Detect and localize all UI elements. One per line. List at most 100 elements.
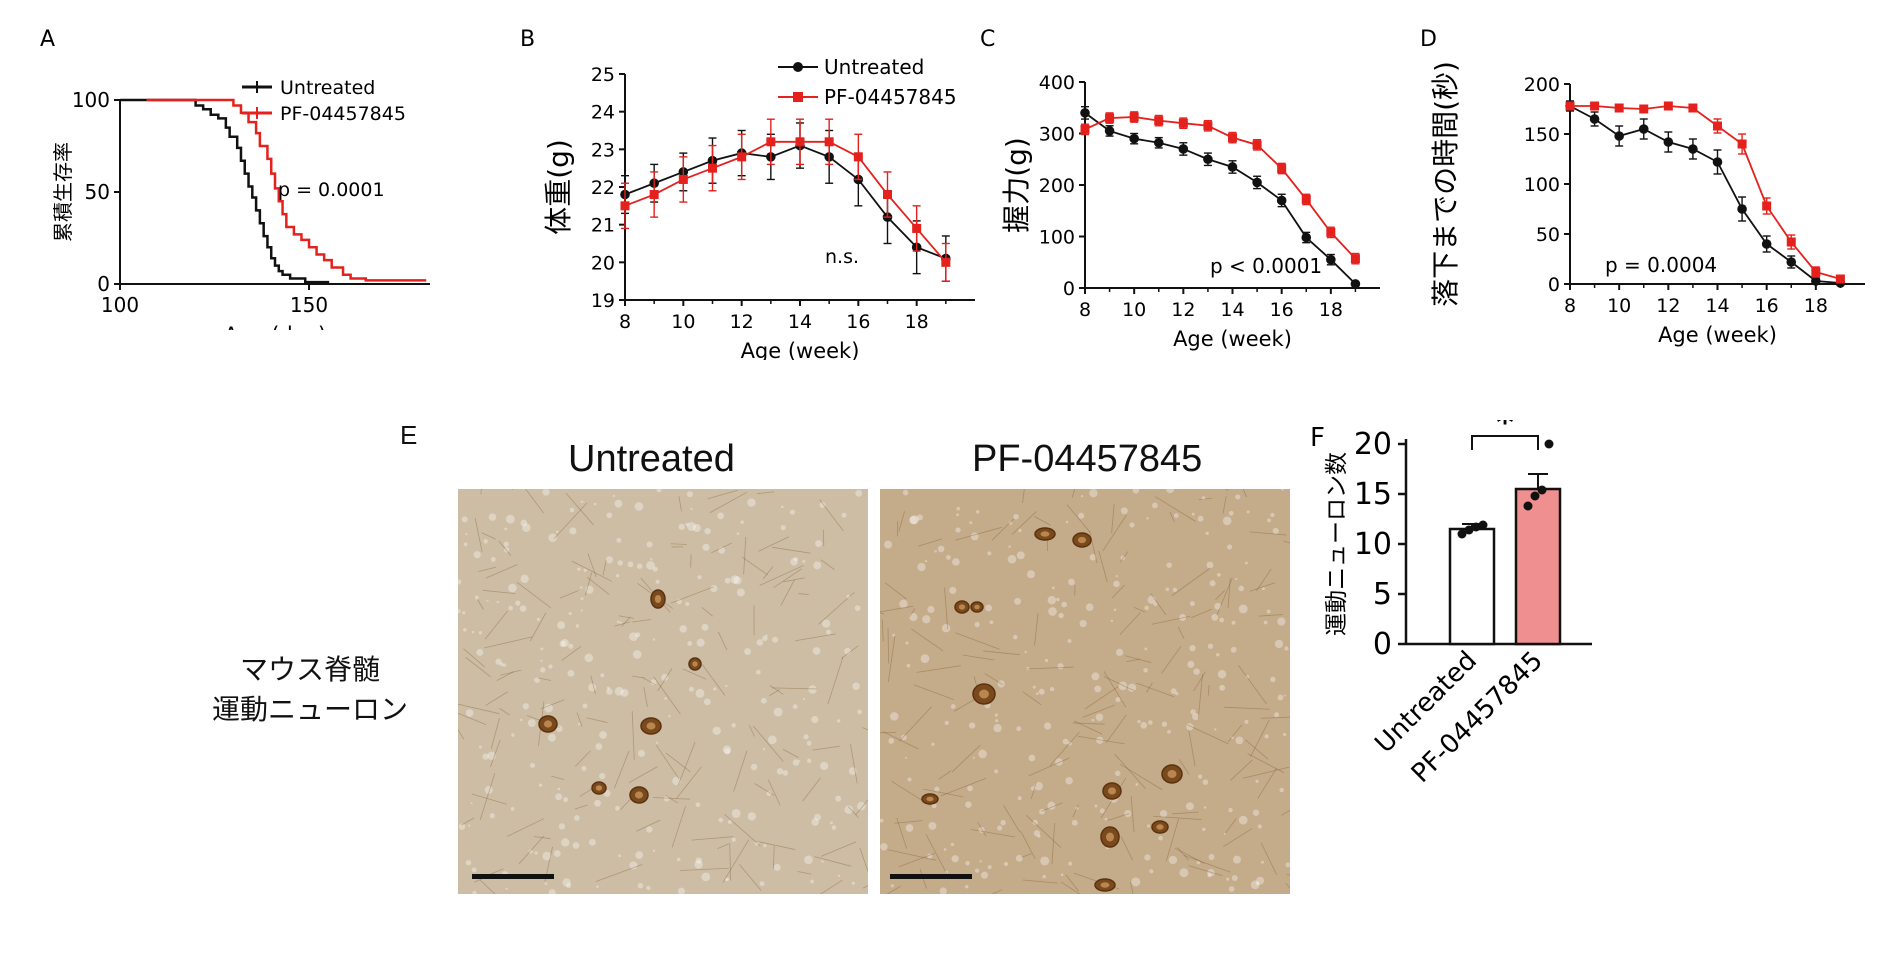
data-point bbox=[1227, 162, 1238, 172]
tissue-vacuole bbox=[736, 532, 740, 535]
tissue-fiber bbox=[584, 572, 593, 596]
tissue-vacuole bbox=[1238, 815, 1248, 825]
tissue-vacuole bbox=[1246, 510, 1250, 514]
tissue-vacuole bbox=[1055, 758, 1063, 766]
tissue-fiber bbox=[782, 748, 799, 758]
tissue-vacuole bbox=[1147, 595, 1156, 604]
tissue-vacuole bbox=[508, 605, 513, 611]
tissue-fiber bbox=[632, 675, 645, 679]
tissue-fiber bbox=[797, 871, 812, 875]
tissue-vacuole bbox=[536, 617, 541, 622]
x-axis-label: Age (week) bbox=[741, 339, 860, 360]
tissue-vacuole bbox=[1189, 601, 1195, 607]
tissue-fiber bbox=[1129, 881, 1134, 894]
tissue-vacuole bbox=[798, 760, 801, 763]
tissue-vacuole bbox=[557, 787, 561, 791]
x-tick-label: 10 bbox=[671, 311, 695, 333]
tissue-vacuole bbox=[688, 686, 694, 692]
tissue-fiber bbox=[653, 797, 690, 800]
tissue-vacuole bbox=[1244, 561, 1248, 565]
tissue-fiber bbox=[855, 799, 868, 816]
x-tick-label: 10 bbox=[1122, 299, 1146, 321]
tissue-vacuole bbox=[1186, 723, 1194, 731]
data-point bbox=[1663, 101, 1673, 111]
tissue-vacuole bbox=[979, 860, 982, 863]
data-point bbox=[1544, 439, 1554, 449]
tissue-vacuole bbox=[837, 874, 841, 877]
tissue-fiber bbox=[862, 727, 868, 731]
tissue-vacuole bbox=[1230, 646, 1237, 653]
data-point bbox=[1786, 237, 1796, 247]
tissue-vacuole bbox=[687, 522, 696, 531]
tissue-vacuole bbox=[780, 525, 786, 531]
tissue-vacuole bbox=[569, 507, 575, 513]
tissue-vacuole bbox=[1115, 575, 1118, 578]
tissue-vacuole bbox=[568, 643, 574, 649]
tissue-vacuole bbox=[585, 585, 594, 594]
data-point bbox=[1530, 491, 1540, 501]
tissue-vacuole bbox=[725, 877, 730, 881]
tissue-fiber bbox=[767, 779, 781, 806]
micrograph-treated bbox=[880, 489, 1290, 894]
panel-label: C bbox=[980, 27, 995, 52]
tissue-fiber bbox=[1061, 881, 1081, 894]
data-point bbox=[1464, 525, 1474, 535]
tissue-vacuole bbox=[538, 783, 543, 787]
tissue-vacuole bbox=[814, 813, 821, 821]
tissue-vacuole bbox=[1131, 877, 1141, 887]
tissue-vacuole bbox=[489, 813, 495, 819]
tissue-fiber bbox=[1225, 818, 1237, 834]
tissue-vacuole bbox=[1137, 719, 1141, 724]
tissue-vacuole bbox=[1014, 597, 1022, 605]
tissue-fiber bbox=[887, 849, 936, 861]
tissue-vacuole bbox=[763, 843, 767, 848]
tissue-vacuole bbox=[1282, 732, 1287, 737]
tissue-vacuole bbox=[997, 680, 1005, 688]
motor-neuron-nucleus bbox=[1167, 769, 1177, 779]
tissue-vacuole bbox=[811, 715, 819, 724]
tissue-vacuole bbox=[1228, 886, 1235, 892]
tissue-fiber bbox=[1077, 735, 1125, 745]
data-point bbox=[1105, 113, 1115, 123]
x-tick-label: 16 bbox=[1270, 299, 1294, 321]
tissue-vacuole bbox=[880, 818, 884, 823]
tissue-vacuole bbox=[1144, 854, 1151, 861]
tissue-vacuole bbox=[1067, 741, 1072, 746]
tissue-vacuole bbox=[790, 558, 798, 566]
tissue-vacuole bbox=[841, 512, 847, 518]
tissue-vacuole bbox=[909, 612, 918, 622]
y-tick-label: 23 bbox=[591, 139, 615, 161]
tissue-vacuole bbox=[1261, 587, 1265, 591]
tissue-fiber bbox=[1286, 874, 1290, 876]
tissue-vacuole bbox=[1193, 668, 1200, 675]
tissue-fiber bbox=[729, 842, 732, 881]
tissue-fiber bbox=[977, 822, 987, 837]
tissue-vacuole bbox=[542, 489, 550, 496]
tissue-vacuole bbox=[534, 677, 540, 683]
tissue-vacuole bbox=[773, 707, 783, 717]
tissue-vacuole bbox=[1008, 545, 1011, 548]
tissue-background bbox=[458, 489, 868, 894]
tissue-vacuole bbox=[486, 599, 489, 602]
tissue-fiber bbox=[1136, 682, 1175, 698]
tissue-vacuole bbox=[559, 640, 566, 648]
tissue-vacuole bbox=[773, 863, 781, 871]
motor-neuron-nucleus bbox=[1156, 824, 1164, 830]
tissue-vacuole bbox=[515, 600, 521, 606]
data-point bbox=[1153, 137, 1164, 148]
tissue-fiber bbox=[479, 773, 496, 820]
x-tick-label: 10 bbox=[1607, 295, 1631, 317]
tissue-fiber bbox=[1065, 874, 1079, 892]
tissue-vacuole bbox=[1226, 877, 1230, 881]
tissue-vacuole bbox=[1211, 613, 1219, 621]
tissue-vacuole bbox=[934, 786, 940, 792]
tissue-vacuole bbox=[606, 686, 611, 690]
tissue-vacuole bbox=[1170, 688, 1177, 695]
tissue-vacuole bbox=[1179, 614, 1187, 621]
tissue-vacuole bbox=[808, 685, 817, 694]
tissue-vacuole bbox=[852, 682, 860, 691]
tissue-fiber bbox=[1187, 724, 1229, 745]
motor-neuron-nucleus bbox=[646, 722, 656, 730]
tissue-vacuole bbox=[503, 547, 510, 553]
tissue-vacuole bbox=[802, 560, 806, 563]
